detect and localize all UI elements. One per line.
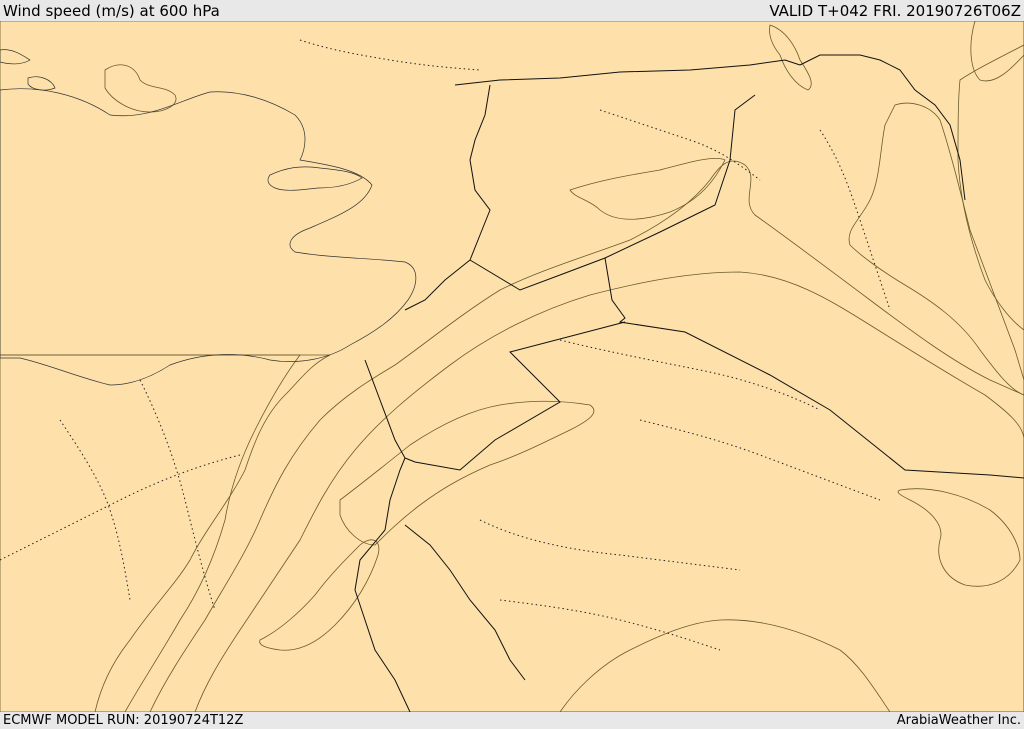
credit-label: ArabiaWeather Inc.: [896, 713, 1021, 728]
wind-band-yellow: [0, 21, 1024, 712]
wind-band-right-edge: [957, 44, 1024, 331]
wind-patch-syria: [569, 157, 726, 220]
land-patch-iran: [848, 102, 1024, 396]
header-bar: Wind speed (m/s) at 600 hPa VALID T+042 …: [0, 0, 1024, 21]
wind-band-orange: [194, 271, 1024, 712]
wind-core-jordan: [339, 400, 595, 546]
footer-bar: ECMWF MODEL RUN: 20190724T12Z ArabiaWeat…: [0, 712, 1024, 729]
aegean-islands: [0, 49, 56, 91]
land-patch-saudi: [559, 619, 891, 712]
country-borders: [354, 54, 1024, 712]
wind-band-light-orange: [149, 160, 1024, 712]
map-title: Wind speed (m/s) at 600 hPa: [3, 2, 220, 20]
wind-core-northeast: [970, 21, 1024, 82]
wind-speed-map: [0, 21, 1024, 712]
land-egypt: [0, 354, 301, 712]
land-base: [0, 21, 1024, 712]
cyprus-island: [267, 166, 363, 191]
valid-time: VALID T+042 FRI. 20190726T06Z: [769, 2, 1021, 20]
mediterranean-sea: [0, 88, 417, 386]
model-run: ECMWF MODEL RUN: 20190724T12Z: [3, 713, 244, 728]
wind-core-east: [897, 488, 1021, 587]
admin-boundaries: [0, 39, 891, 651]
land-patch-caspian: [769, 24, 812, 91]
land-patch-anatolia: [104, 64, 177, 113]
wind-core-redsea: [259, 539, 380, 651]
